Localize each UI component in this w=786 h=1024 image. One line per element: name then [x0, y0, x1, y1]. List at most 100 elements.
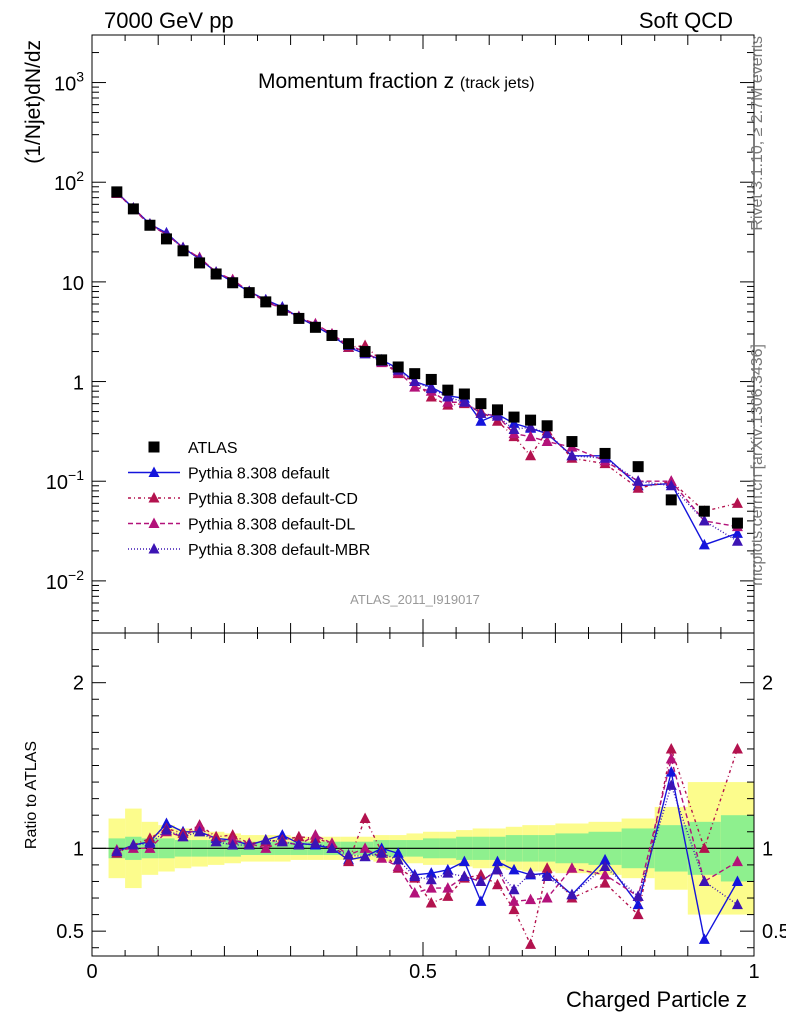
main-point-atlas [376, 354, 388, 366]
legend: ATLAS Pythia 8.308 default Pythia 8.308 de… [128, 440, 370, 559]
main-point-atlas [293, 312, 305, 324]
main-panel: Momentum fraction z (track jets) (1/Njet… [22, 34, 755, 634]
main-point-4 [632, 475, 644, 486]
main-point-4 [442, 390, 454, 402]
ratio-point-1 [632, 908, 644, 920]
legend-label-2: Pythia 8.308 default-CD [188, 491, 358, 508]
main-point-atlas [276, 304, 288, 316]
ratio-point-1 [343, 855, 355, 867]
main-point-4 [541, 427, 553, 439]
ratio-point-3 [227, 839, 239, 850]
ratio-point-0 [599, 853, 611, 865]
ratio-point-3 [731, 898, 743, 910]
ratio-point-3 [111, 845, 123, 857]
main-title-sub: (track jets) [460, 75, 535, 92]
main-point-4 [731, 535, 743, 546]
ratio-series-3 [111, 779, 743, 910]
main-point-3 [409, 381, 421, 392]
legend-marker-atlas [148, 441, 160, 453]
main-point-atlas [243, 287, 255, 299]
main-point-atlas [111, 186, 123, 198]
ratio-ytick-label: 2 [73, 673, 84, 695]
ratio-point-3 [566, 888, 578, 900]
ratio-point-3 [276, 835, 288, 847]
ratio-point-2 [392, 860, 404, 872]
ratio-point-2 [425, 882, 437, 893]
main-point-atlas [309, 321, 321, 333]
ratio-point-1 [442, 890, 454, 901]
main-line-4 [116, 192, 738, 542]
ratio-uncertainty-bands [91, 632, 755, 957]
main-line-3 [116, 191, 738, 528]
legend-label-0: ATLAS [188, 440, 238, 457]
ratio-point-3 [425, 873, 437, 885]
ratio-point-0 [392, 847, 404, 858]
ratio-point-3 [343, 848, 355, 860]
ratio-point-2 [409, 887, 421, 898]
ratio-point-2 [541, 892, 553, 903]
main-point-atlas [698, 505, 710, 517]
ratio-point-2 [665, 752, 677, 764]
ratio-axis-ticks: 0 0.5 10.5 0.51 12 2 [56, 633, 786, 983]
main-point-atlas [458, 388, 470, 400]
legend-entry-2: Pythia 8.308 default-CD [128, 491, 358, 508]
ratio-ytick-label-right: 2 [762, 673, 773, 695]
header-right: Soft QCD [639, 8, 733, 33]
ratio-point-0 [698, 933, 710, 944]
main-ytick-label: 1 [73, 373, 84, 395]
ratio-point-2 [309, 829, 321, 840]
main-point-1 [731, 527, 743, 538]
main-point-1 [475, 415, 487, 426]
main-point-atlas [425, 373, 437, 385]
main-point-atlas [260, 296, 272, 308]
main-point-2 [731, 497, 743, 508]
mcplots-label: mcplots.cern.ch [arXiv:1306.3436] [749, 344, 766, 586]
main-axis-ticks: 10−2 10−1 1 10 102 103 [46, 34, 755, 634]
main-ylabel: (1/Njet)dN/dz [22, 40, 45, 164]
legend-marker-2 [148, 492, 160, 503]
main-point-3 [442, 396, 454, 407]
ratio-point-1 [508, 903, 520, 915]
ratio-point-0 [632, 898, 644, 910]
main-point-atlas [731, 517, 743, 529]
ratio-point-2 [599, 868, 611, 880]
ratio-point-3 [194, 825, 206, 837]
ratio-point-0 [425, 867, 437, 878]
ratio-point-3 [359, 850, 371, 862]
main-point-4 [665, 479, 677, 491]
ratio-point-3 [127, 839, 139, 850]
ratio-point-1 [541, 862, 553, 873]
ratio-point-3 [210, 835, 222, 847]
main-point-atlas [326, 329, 338, 341]
ratio-series-layer [111, 742, 743, 949]
ratio-point-3 [525, 867, 537, 878]
ratio-point-0 [475, 895, 487, 906]
legend-entry-4: Pythia 8.308 default-MBR [128, 542, 370, 559]
legend-entry-3: Pythia 8.308 default-DL [128, 517, 355, 534]
ratio-point-3 [442, 867, 454, 878]
ratio-xtick-label: 0 [86, 961, 97, 983]
main-point-2 [425, 390, 437, 402]
main-ytick-label: 102 [54, 168, 84, 195]
ratio-point-2 [731, 855, 743, 867]
ratio-point-3 [409, 870, 421, 881]
main-point-atlas [508, 411, 520, 423]
ratio-ytick-label: 0.5 [56, 921, 84, 943]
ratio-point-1 [665, 742, 677, 754]
ratio-point-3 [160, 824, 172, 835]
x-axis-label: Charged Particle z [566, 987, 747, 1012]
main-point-2 [525, 449, 537, 461]
main-ytick-label: 10−1 [46, 467, 84, 494]
main-point-3 [525, 430, 537, 442]
legend-entry-0: ATLAS [148, 440, 238, 457]
main-point-atlas [665, 494, 677, 506]
legend-marker-3 [148, 517, 160, 528]
ratio-point-3 [475, 875, 487, 886]
ratio-point-3 [144, 837, 156, 848]
main-line-2 [116, 193, 738, 512]
main-point-atlas [525, 414, 537, 426]
ratio-point-3 [392, 853, 404, 865]
ratio-point-3 [698, 875, 710, 886]
legend-marker-1 [148, 466, 160, 477]
